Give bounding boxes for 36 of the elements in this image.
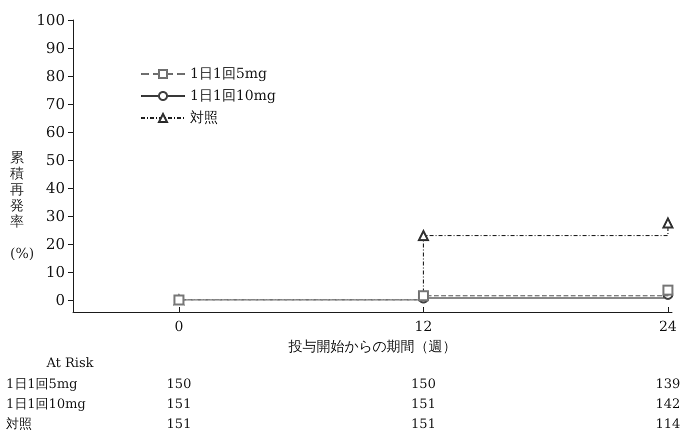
y-tick-label: 70	[46, 94, 65, 113]
point	[662, 284, 674, 296]
text: 114	[656, 417, 680, 432]
text: 142	[656, 397, 680, 412]
text: 1日1回5mg	[6, 377, 78, 392]
text: 150	[411, 377, 436, 392]
point	[418, 290, 429, 302]
text: At Risk	[45, 356, 94, 371]
text: 対照	[6, 417, 32, 432]
x-tick-label: 12	[414, 319, 432, 335]
text: 151	[411, 417, 436, 432]
text: 151	[166, 417, 192, 432]
text: 1日1回10mg	[6, 397, 86, 412]
point	[662, 217, 674, 228]
text: 139	[656, 377, 680, 392]
legend-label: 対照	[190, 110, 218, 126]
text: 151	[166, 397, 192, 412]
text: 151	[411, 397, 436, 412]
legend-label: 1日1回5mg	[190, 66, 267, 82]
text: 150	[166, 377, 192, 392]
point	[418, 230, 429, 242]
y-tick-label: 80	[46, 66, 65, 85]
y-axis-title: 累積再発率 (%)	[10, 150, 34, 262]
y-tick-label: 20	[46, 234, 65, 253]
x-axis-title: 投与開始からの期間（週）	[288, 339, 456, 355]
x-tick-label: 0	[174, 319, 184, 335]
legend-label: 1日1回10mg	[190, 88, 276, 104]
x-tick-label: 24	[659, 319, 677, 335]
y-tick-label: 40	[46, 178, 65, 197]
y-tick-label: 0	[55, 290, 65, 309]
y-tick-label: 90	[46, 38, 65, 57]
y-tick-label: 50	[46, 150, 65, 169]
y-tick-label: 60	[46, 122, 65, 141]
y-tick-label: 100	[36, 11, 65, 29]
y-tick-label: 10	[46, 262, 65, 281]
y-tick-label: 30	[46, 206, 65, 225]
